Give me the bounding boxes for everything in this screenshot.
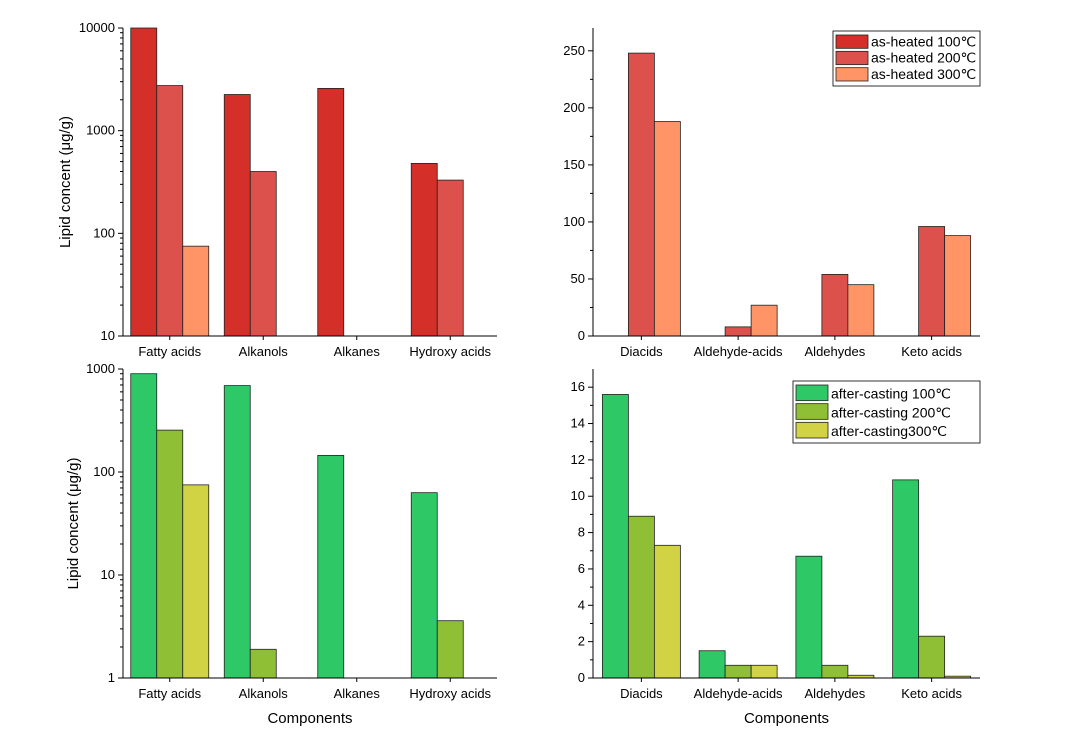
bar-fatty-acids-s3	[182, 484, 210, 679]
bar-hydroxy-acids-s2	[436, 179, 464, 337]
bar-fatty-acids-s2	[156, 85, 184, 337]
bar-diacids-s1	[601, 394, 629, 679]
bar-diacids-s3	[653, 121, 681, 337]
x-tick-label-alkanes: Alkanes	[334, 344, 381, 359]
legend-label-1: after-casting 100℃	[831, 386, 951, 402]
y-tick-label: 200	[563, 100, 585, 115]
y-tick-label: 4	[578, 597, 585, 612]
legend-swatch-1	[795, 384, 829, 402]
x-tick-label-aldehyde-acids: Aldehyde-acids	[694, 686, 783, 701]
legend-label-1: as-heated 100℃	[871, 33, 976, 49]
y-tick-label: 16	[571, 379, 585, 394]
bar-aldehydes-s2	[821, 273, 849, 337]
bar-alkanols-s1	[223, 94, 251, 337]
y-tick-label: 14	[571, 416, 585, 431]
x-tick-label-diacids: Diacids	[620, 344, 663, 359]
y-axis-title: Lipid concent (μg/g)	[57, 116, 74, 248]
bar-hydroxy-acids-s1	[410, 162, 438, 337]
legend: as-heated 100℃as-heated 200℃as-heated 30…	[832, 30, 981, 87]
bar-keto-acids-s3	[944, 235, 972, 337]
bar-aldehyde-acids-s3	[750, 664, 778, 679]
y-tick-label: 250	[563, 43, 585, 58]
bar-alkanes-s1	[317, 88, 345, 337]
bar-alkanes-s1	[317, 454, 345, 679]
x-tick-label-alkanols: Alkanols	[239, 344, 289, 359]
y-tick-label: 10	[101, 567, 115, 582]
legend-swatch-2	[795, 403, 829, 420]
y-tick-label: 0	[578, 328, 585, 343]
y-axis-title: Lipid concent (μg/g)	[65, 457, 82, 589]
x-tick-label-aldehydes: Aldehydes	[805, 344, 866, 359]
x-tick-label-diacids: Diacids	[620, 686, 663, 701]
y-tick-label: 10	[101, 328, 115, 343]
bar-keto-acids-s2	[918, 635, 946, 679]
y-tick-label: 1000	[86, 361, 115, 376]
y-tick-label: 0	[578, 670, 585, 685]
x-tick-label-keto-acids: Keto acids	[901, 686, 962, 701]
bar-keto-acids-s2	[918, 226, 946, 337]
x-tick-label-alkanols: Alkanols	[239, 686, 289, 701]
y-tick-label: 12	[571, 452, 585, 467]
y-tick-label: 10	[571, 488, 585, 503]
x-tick-label-fatty-acids: Fatty acids	[138, 344, 201, 359]
bar-alkanols-s2	[249, 648, 277, 679]
y-tick-label: 100	[563, 214, 585, 229]
legend-label-2: as-heated 200℃	[871, 50, 976, 66]
chart-bottom-right: Diacids Aldehyde-acids Aldehydes Keto acids…	[571, 369, 981, 727]
chart-bottom-left: Fatty acids Alkanols Alkanes Hydroxy acids 1…	[65, 361, 497, 727]
x-axis-title: Components	[744, 710, 829, 727]
bar-aldehyde-acids-s3	[750, 304, 778, 337]
legend-swatch-3	[835, 67, 869, 82]
bar-hydroxy-acids-s2	[436, 620, 464, 679]
y-tick-label: 150	[563, 157, 585, 172]
x-tick-label-aldehyde-acids: Aldehyde-acids	[694, 344, 783, 359]
bar-aldehyde-acids-s2	[724, 326, 752, 337]
bar-hydroxy-acids-s1	[410, 492, 438, 679]
x-tick-label-hydroxy-acids: Hydroxy acids	[409, 686, 491, 701]
y-tick-label: 1000	[86, 123, 115, 138]
legend-swatch-1	[835, 34, 869, 49]
x-tick-label-hydroxy-acids: Hydroxy acids	[409, 344, 491, 359]
y-tick-label: 10000	[79, 20, 115, 35]
x-tick-label-fatty-acids: Fatty acids	[138, 686, 201, 701]
y-tick-label: 6	[578, 561, 585, 576]
x-tick-label-keto-acids: Keto acids	[901, 344, 962, 359]
x-tick-label-alkanes: Alkanes	[334, 686, 381, 701]
bar-diacids-s2	[627, 52, 655, 337]
y-tick-label: 100	[93, 225, 115, 240]
bar-keto-acids-s1	[892, 479, 920, 679]
x-axis-title: Components	[267, 710, 352, 727]
bar-diacids-s2	[627, 515, 655, 679]
bar-diacids-s3	[653, 544, 681, 679]
bar-fatty-acids-s1	[130, 27, 158, 337]
y-tick-label: 2	[578, 634, 585, 649]
legend-swatch-2	[835, 50, 869, 66]
legend-swatch-3	[795, 421, 829, 439]
y-tick-label: 50	[571, 271, 585, 286]
bar-alkanols-s1	[223, 385, 251, 679]
chart-top-left: Fatty acids Alkanols Alkanes Hydroxy acids 1…	[57, 20, 497, 359]
bar-aldehydes-s1	[795, 555, 823, 679]
bar-fatty-acids-s2	[156, 429, 184, 679]
bar-aldehyde-acids-s1	[698, 650, 726, 679]
chart-top-right: Diacids Aldehyde-acids Aldehydes Keto acids…	[563, 28, 981, 359]
x-tick-label-aldehydes: Aldehydes	[805, 686, 866, 701]
bar-fatty-acids-s3	[182, 245, 210, 337]
bar-fatty-acids-s1	[130, 373, 158, 679]
bar-aldehyde-acids-s2	[724, 664, 752, 679]
legend: after-casting 100℃ after-casting 200℃ afte…	[792, 380, 981, 444]
bar-aldehydes-s2	[821, 664, 849, 679]
legend-label-3: after-casting300℃	[831, 423, 947, 439]
bar-alkanols-s2	[249, 171, 277, 337]
bar-aldehydes-s3	[847, 284, 875, 337]
y-tick-label: 8	[578, 525, 585, 540]
y-tick-label: 1	[108, 670, 115, 685]
y-tick-label: 100	[93, 464, 115, 479]
legend-label-3: as-heated 300℃	[871, 66, 976, 82]
legend-label-2: after-casting 200℃	[831, 404, 951, 420]
